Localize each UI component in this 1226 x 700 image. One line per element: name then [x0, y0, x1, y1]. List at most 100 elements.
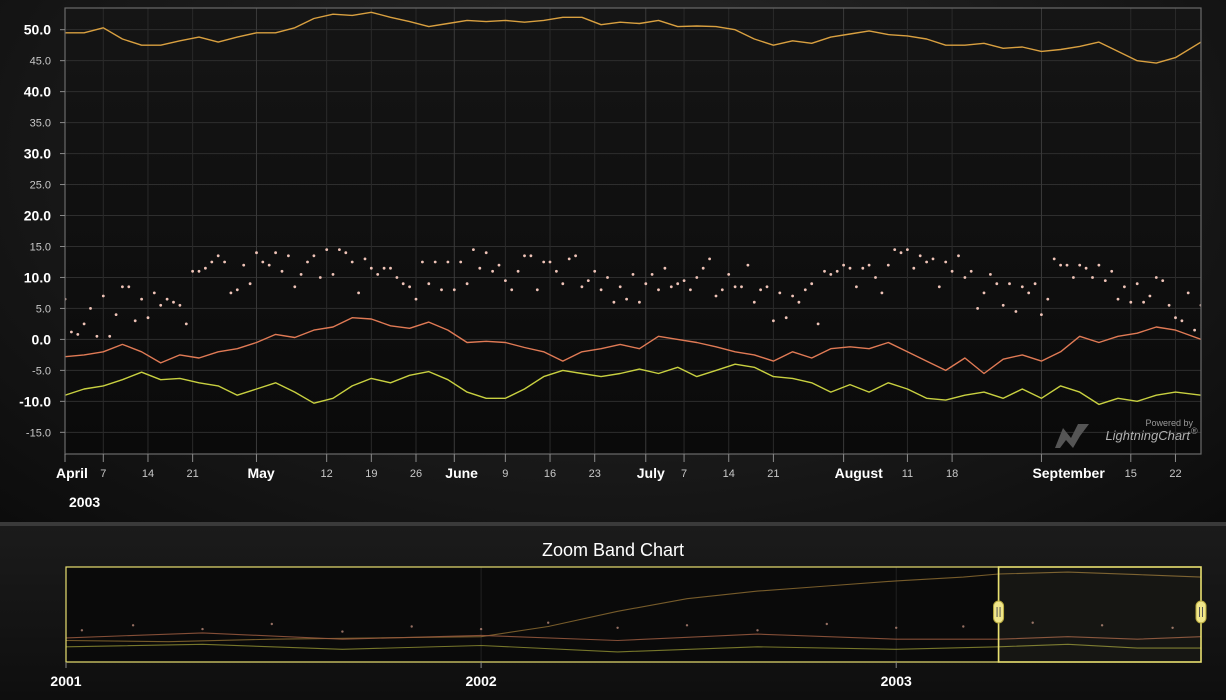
y-tick-label: 25.0: [30, 180, 51, 192]
band-scatter-point: [547, 621, 550, 624]
scatter-point: [235, 288, 239, 292]
band-scatter-point: [1031, 621, 1034, 624]
x-tick-label: 18: [946, 468, 958, 480]
scatter-point: [318, 276, 322, 279]
scatter-point: [133, 319, 137, 323]
main-chart[interactable]: 50.0 45.0 40.0 35.0 30.0 25.0 20.0 15.0 10.0 5.0 0…: [0, 0, 1226, 522]
y-tick-label: -10.0: [19, 393, 51, 409]
scatter-point: [784, 316, 788, 320]
scatter-point: [184, 322, 188, 326]
band-scatter-point: [270, 622, 273, 626]
scatter-point: [440, 288, 443, 292]
scatter-point: [1027, 291, 1031, 295]
scatter-point: [823, 269, 826, 273]
x-tick-label: 21: [767, 468, 779, 480]
zoom-selection[interactable]: [997, 566, 1202, 663]
logo-powered-by: Powered by: [1145, 418, 1193, 428]
scatter-point: [229, 291, 233, 295]
band-scatter-point: [201, 627, 204, 631]
band-scatter-point: [825, 622, 828, 626]
scatter-point: [401, 282, 405, 286]
scatter-point: [676, 282, 680, 286]
scatter-point: [114, 313, 118, 316]
scatter-point: [893, 248, 897, 252]
scatter-point: [599, 288, 603, 292]
scatter-point: [848, 266, 852, 270]
scatter-point: [867, 263, 871, 267]
scatter-point: [791, 294, 794, 298]
scatter-point: [369, 266, 373, 270]
y-tick-label: -15.0: [26, 427, 51, 439]
scatter-point: [465, 282, 469, 286]
series-line-0: [65, 11, 1201, 64]
scatter-point: [606, 276, 609, 279]
scatter-point: [491, 269, 494, 273]
band-series-line-1: [66, 632, 1201, 642]
scatter-point: [382, 266, 386, 270]
scatter-point: [580, 285, 584, 289]
scatter-point: [542, 260, 546, 264]
scatter-point: [159, 303, 163, 307]
scatter-point: [631, 273, 635, 276]
scatter-point: [280, 269, 284, 273]
plot-border: [64, 7, 1202, 455]
scatter-point: [555, 269, 558, 273]
scatter-point: [325, 248, 329, 252]
scatter-point: [695, 276, 699, 279]
scatter-point: [561, 282, 565, 286]
scatter-point: [121, 285, 124, 289]
band-scatter-point: [756, 629, 759, 632]
scatter-point: [267, 263, 271, 267]
x-tick-label: August: [835, 465, 884, 481]
y-tick-label: 35.0: [30, 118, 51, 130]
plot-area: [65, 8, 1201, 454]
scatter-point: [829, 273, 833, 276]
zoom-band-chart[interactable]: Zoom Band Chart 2001 2002 2003: [0, 526, 1226, 700]
scatter-point: [957, 254, 960, 258]
scatter-point: [197, 269, 201, 273]
scatter-point: [89, 307, 92, 310]
scatter-point: [657, 288, 660, 292]
scatter-point: [548, 260, 552, 264]
scatter-point: [1072, 276, 1075, 279]
scatter-point: [1135, 282, 1139, 286]
band-scatter-point: [616, 626, 619, 629]
scatter-point: [982, 291, 986, 295]
scatter-point: [701, 266, 705, 270]
y-tick-label: -5.0: [32, 365, 51, 377]
x-tick-label: May: [247, 465, 274, 481]
scatter-point: [925, 260, 928, 264]
scatter-point: [497, 263, 501, 267]
scatter-point: [1046, 297, 1050, 301]
scatter-point: [803, 288, 807, 292]
scatter-point: [287, 254, 290, 258]
main-chart-panel: 50.0 45.0 40.0 35.0 30.0 25.0 20.0 15.0 10.0 5.0 0…: [0, 0, 1226, 522]
scatter-point: [127, 285, 131, 289]
scatter-point: [82, 322, 86, 326]
scatter-point: [459, 260, 463, 264]
zoom-handle-right[interactable]: [1195, 600, 1207, 624]
scatter-point: [1154, 276, 1158, 279]
scatter-point: [708, 257, 711, 261]
scatter-point: [191, 269, 195, 273]
scatter-point: [1123, 285, 1126, 289]
scatter-point: [1129, 300, 1133, 304]
zoom-handle-left[interactable]: [993, 600, 1005, 624]
scatter-point: [1167, 303, 1171, 307]
scatter-point: [906, 248, 909, 252]
scatter-point: [299, 273, 303, 276]
scatter-point: [529, 254, 533, 258]
scatter-point: [274, 251, 277, 255]
x-tick-label: 14: [723, 468, 735, 480]
series-group: [65, 11, 1201, 406]
scatter-point: [306, 260, 309, 264]
scatter-point: [312, 254, 316, 258]
x-tick-label: 15: [1125, 468, 1137, 480]
zoom-handle-knob[interactable]: [993, 600, 1005, 624]
band-scatter-point: [962, 625, 965, 628]
x-tick-label: 12: [321, 468, 333, 480]
scatter-point: [727, 273, 731, 276]
scatter-point: [261, 260, 265, 264]
zoom-handle-knob[interactable]: [1195, 600, 1207, 624]
